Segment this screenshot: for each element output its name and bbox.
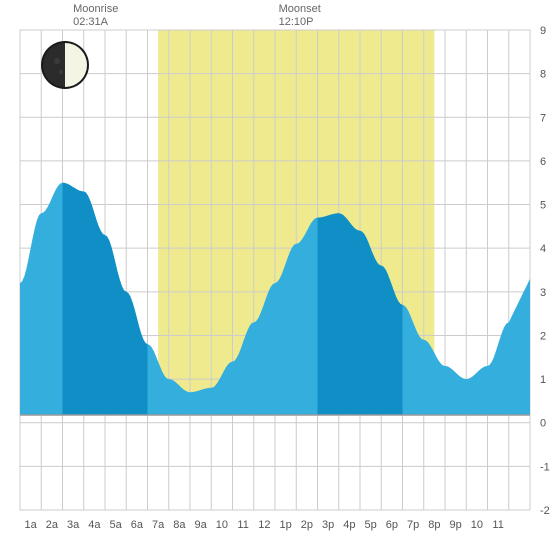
xtick-label: 4p xyxy=(343,519,355,531)
ytick-label: 3 xyxy=(540,287,546,299)
moonset-time: 12:10P xyxy=(279,16,314,28)
moonrise-time: 02:31A xyxy=(73,16,109,28)
xtick-label: 9p xyxy=(450,519,462,531)
xtick-label: 2a xyxy=(46,519,59,531)
xtick-label: 5p xyxy=(365,519,377,531)
xtick-label: 8p xyxy=(428,519,440,531)
ytick-label: 1 xyxy=(540,374,546,386)
xtick-label: 5a xyxy=(110,519,123,531)
xtick-label: 12 xyxy=(258,519,270,531)
ytick-label: 0 xyxy=(540,418,546,430)
xtick-label: 7p xyxy=(407,519,419,531)
moon-phase-icon xyxy=(41,41,89,89)
ytick-label: 8 xyxy=(540,69,546,81)
xtick-label: 2p xyxy=(301,519,313,531)
ytick-label: 5 xyxy=(540,200,546,212)
xtick-label: 9a xyxy=(195,519,208,531)
xtick-label: 11 xyxy=(237,519,248,531)
xtick-label: 1a xyxy=(25,519,38,531)
xtick-label: 4a xyxy=(88,519,101,531)
tide-chart: -2-101234567891a2a3a4a5a6a7a8a9a1011121p… xyxy=(0,0,550,550)
xtick-label: 10 xyxy=(471,519,483,531)
ytick-label: 9 xyxy=(540,25,546,37)
xtick-label: 1p xyxy=(280,519,292,531)
ytick-label: -1 xyxy=(540,461,550,473)
ytick-label: 6 xyxy=(540,156,546,168)
xtick-label: 10 xyxy=(216,519,228,531)
moonrise-label: Moonrise xyxy=(73,3,118,15)
ytick-label: 4 xyxy=(540,243,546,255)
moonset-label: Moonset xyxy=(279,3,321,15)
xtick-label: 8a xyxy=(173,519,186,531)
xtick-label: 6p xyxy=(386,519,398,531)
ytick-label: -2 xyxy=(540,505,550,517)
xtick-label: 3a xyxy=(67,519,80,531)
xtick-label: 7a xyxy=(152,519,165,531)
xtick-label: 11 xyxy=(492,519,503,531)
ytick-label: 7 xyxy=(540,112,546,124)
ytick-label: 2 xyxy=(540,330,546,342)
chart-svg: -2-101234567891a2a3a4a5a6a7a8a9a1011121p… xyxy=(0,0,550,550)
xtick-label: 3p xyxy=(322,519,334,531)
xtick-label: 6a xyxy=(131,519,144,531)
